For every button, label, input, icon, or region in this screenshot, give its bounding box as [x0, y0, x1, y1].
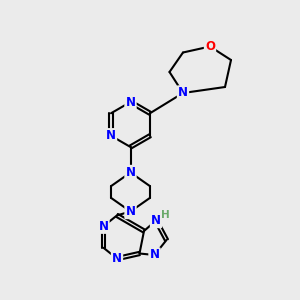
Text: N: N — [98, 220, 109, 233]
Text: N: N — [106, 129, 116, 142]
Text: O: O — [205, 40, 215, 53]
Text: H: H — [161, 210, 170, 220]
Text: N: N — [125, 95, 136, 109]
Text: N: N — [125, 205, 136, 218]
Text: N: N — [149, 248, 160, 262]
Text: N: N — [151, 214, 161, 227]
Text: N: N — [112, 252, 122, 265]
Text: N: N — [125, 166, 136, 179]
Text: N: N — [178, 86, 188, 100]
